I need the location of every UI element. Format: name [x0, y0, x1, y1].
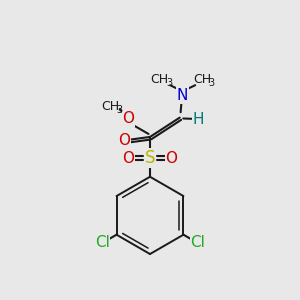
Text: CH: CH [193, 74, 211, 86]
Text: 3: 3 [209, 78, 215, 88]
Text: O: O [123, 151, 135, 166]
Text: CH: CH [101, 100, 119, 112]
Text: O: O [123, 111, 135, 126]
Text: N: N [176, 88, 188, 103]
Text: 3: 3 [117, 105, 123, 115]
Text: CH: CH [151, 74, 169, 86]
Text: H: H [192, 112, 204, 127]
Text: Cl: Cl [95, 235, 110, 250]
Text: O: O [165, 151, 177, 166]
Text: 3: 3 [167, 78, 173, 88]
Text: Cl: Cl [190, 235, 205, 250]
Text: O: O [118, 133, 130, 148]
Text: S: S [145, 149, 155, 167]
